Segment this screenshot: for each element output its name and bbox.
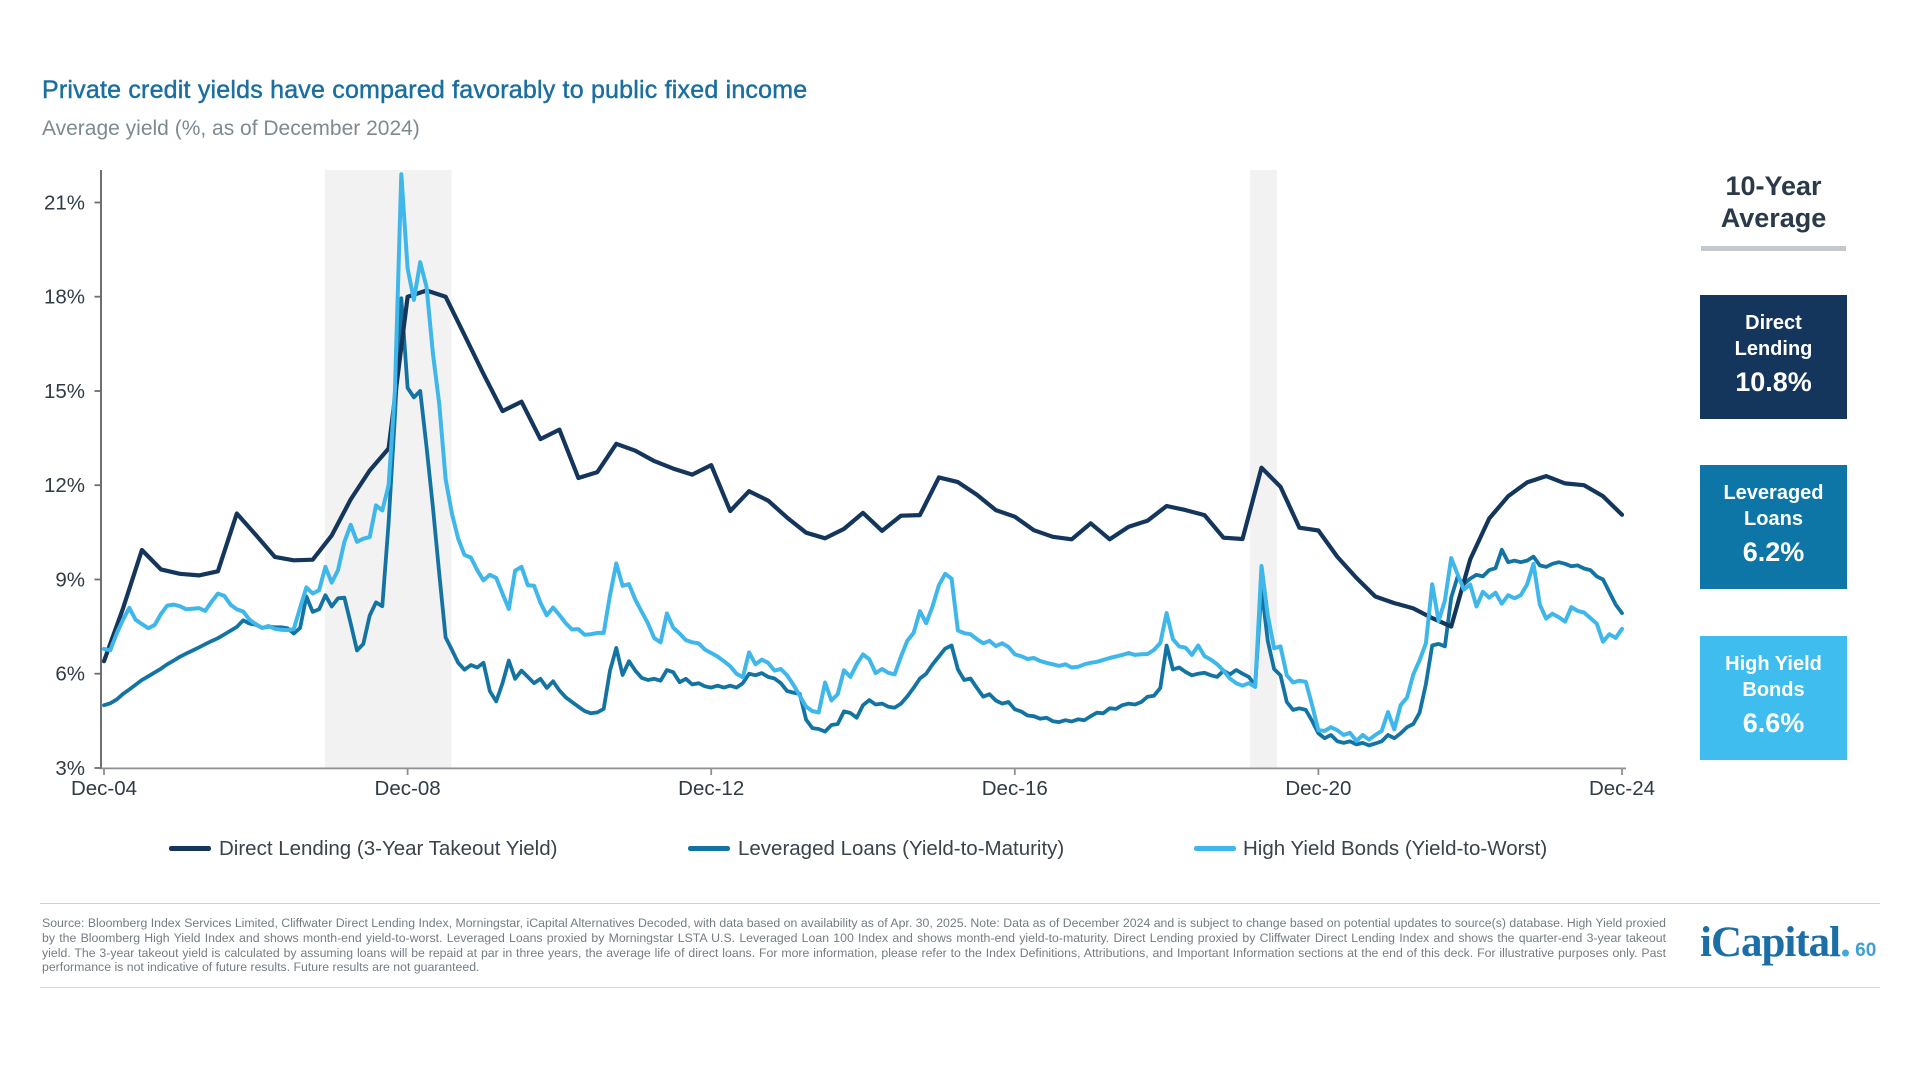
svg-text:6%: 6% [55,663,85,686]
svg-text:18%: 18% [44,286,85,309]
svg-text:Dec-12: Dec-12 [678,777,744,800]
svg-text:9%: 9% [55,569,85,592]
svg-text:Dec-24: Dec-24 [1589,777,1655,800]
svg-text:15%: 15% [44,380,85,403]
svg-text:Dec-08: Dec-08 [375,777,441,800]
svg-text:Dec-20: Dec-20 [1285,777,1351,800]
svg-text:21%: 21% [44,192,85,215]
svg-text:Dec-04: Dec-04 [71,777,137,800]
svg-text:3%: 3% [55,757,85,780]
svg-text:12%: 12% [44,474,85,497]
svg-text:Dec-16: Dec-16 [982,777,1048,800]
